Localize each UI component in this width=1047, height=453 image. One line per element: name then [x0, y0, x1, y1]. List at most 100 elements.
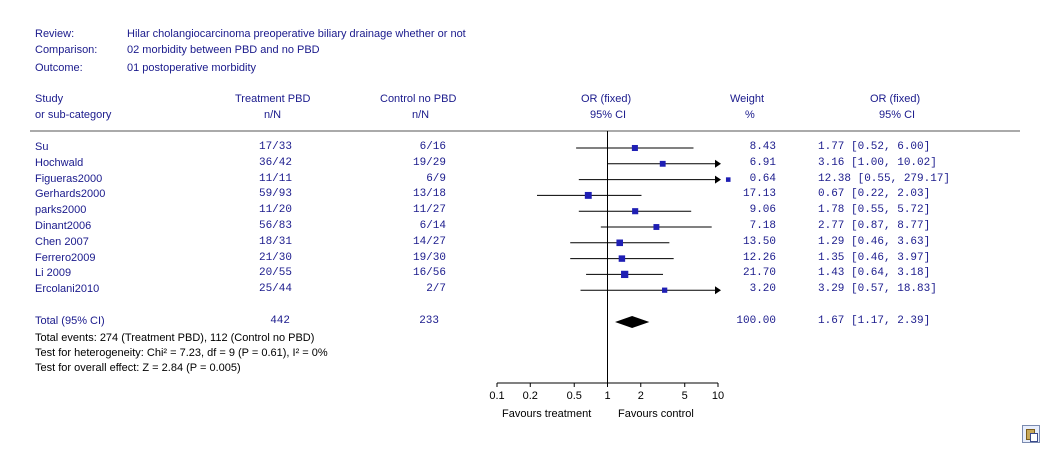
or-ci-value: 3.16 [1.00, 10.02]	[818, 156, 937, 169]
col-control-subheader: n/N	[412, 109, 430, 121]
weight-value: 8.43	[749, 141, 776, 153]
x-tick-label: 1	[604, 390, 611, 402]
total-weight: 100.00	[736, 315, 776, 327]
ci-arrow-right	[715, 175, 721, 184]
weight-value: 3.20	[749, 283, 776, 296]
col-study-subheader: or sub-category	[35, 109, 112, 121]
comparison-label: Comparison:	[35, 44, 98, 56]
paste-sheet-icon	[1030, 433, 1038, 442]
weight-value: 9.06	[749, 204, 776, 217]
total-label: Total (95% CI)	[35, 315, 105, 327]
favours-left-label: Favours treatment	[502, 408, 592, 420]
or-marker	[653, 224, 660, 230]
or-marker	[584, 191, 592, 199]
outcome-label: Outcome:	[35, 62, 83, 74]
treatment-value: 56/83	[258, 220, 292, 232]
total-or-ci: 1.67 [1.17, 2.39]	[818, 315, 931, 327]
control-value: 13/18	[412, 188, 446, 201]
study-name: Li 2009	[35, 267, 72, 280]
control-value: 16/56	[412, 267, 446, 280]
study-name: Dinant2006	[35, 220, 92, 232]
treatment-value: 21/30	[258, 251, 292, 264]
study-name: Gerhards2000	[35, 188, 106, 201]
control-value: 14/27	[412, 235, 446, 248]
study-name: parks2000	[35, 204, 87, 217]
col-weight-subheader: %	[745, 109, 755, 121]
ci-arrow-right	[715, 159, 721, 168]
weight-value: 7.18	[749, 220, 776, 232]
col-control-header: Control no PBD	[380, 93, 457, 105]
study-name: Chen 2007	[35, 235, 89, 248]
col-treatment-subheader: n/N	[264, 109, 282, 121]
total-control: 233	[419, 315, 439, 327]
footnote: Test for heterogeneity: Chi² = 7.23, df …	[35, 347, 328, 359]
comparison-value: 02 morbidity between PBD and no PBD	[127, 44, 320, 56]
col-treatment-header: Treatment PBD	[235, 93, 311, 105]
or-ci-value: 1.29 [0.46, 3.63]	[818, 235, 931, 248]
treatment-value: 25/44	[258, 283, 292, 296]
col-study-header: Study	[35, 93, 64, 105]
favours-right-label: Favours control	[618, 408, 694, 420]
or-marker	[659, 160, 666, 167]
control-value: 19/29	[412, 156, 446, 169]
or-ci-value: 3.29 [0.57, 18.83]	[818, 283, 937, 296]
study-name: Ferrero2009	[35, 251, 96, 264]
outcome-value: 01 postoperative morbidity	[127, 62, 257, 74]
or-marker	[616, 239, 624, 247]
treatment-value: 59/93	[258, 188, 292, 201]
control-value: 19/30	[412, 251, 446, 264]
x-tick-label: 2	[637, 390, 644, 402]
ci-arrow-right	[715, 286, 721, 295]
col-or-subheader: 95% CI	[590, 109, 627, 121]
treatment-value: 17/33	[258, 141, 292, 153]
x-tick-label: 0.1	[489, 390, 505, 402]
treatment-value: 11/20	[258, 204, 292, 217]
col-weight-header: Weight	[730, 93, 765, 105]
weight-value: 12.26	[742, 251, 776, 264]
study-name: Ercolani2010	[35, 283, 100, 296]
summary-diamond	[615, 316, 650, 328]
footnote: Total events: 274 (Treatment PBD), 112 (…	[35, 332, 315, 344]
treatment-value: 11/11	[258, 172, 292, 185]
or-marker	[725, 177, 731, 182]
weight-value: 21.70	[742, 267, 776, 280]
treatment-value: 36/42	[258, 156, 292, 169]
treatment-value: 20/55	[258, 267, 292, 280]
or-marker	[631, 144, 638, 152]
col-or-ci-subheader: 95% CI	[879, 109, 916, 121]
study-name: Su	[35, 141, 49, 153]
col-or-ci-header: OR (fixed)	[870, 93, 921, 105]
or-ci-value: 2.77 [0.87, 8.77]	[818, 220, 931, 232]
study-name: Hochwald	[35, 156, 84, 169]
control-value: 6/16	[419, 141, 446, 153]
or-marker	[662, 287, 668, 293]
control-value: 11/27	[412, 204, 446, 217]
col-or-header: OR (fixed)	[581, 93, 632, 105]
or-marker	[621, 270, 629, 279]
control-value: 6/14	[419, 220, 446, 232]
review-label: Review:	[35, 28, 75, 40]
weight-value: 17.13	[742, 188, 776, 201]
weight-value: 0.64	[749, 172, 776, 185]
or-marker	[632, 208, 639, 215]
x-tick-label: 0.2	[522, 390, 538, 402]
control-value: 2/7	[426, 283, 446, 296]
footnote: Test for overall effect: Z = 2.84 (P = 0…	[35, 362, 241, 374]
paste-icon[interactable]	[1022, 425, 1040, 443]
weight-value: 13.50	[742, 235, 776, 248]
study-name: Figueras2000	[35, 172, 103, 185]
x-tick-label: 0.5	[566, 390, 582, 402]
review-value: Hilar cholangiocarcinoma preoperative bi…	[127, 28, 466, 40]
or-marker	[618, 255, 626, 262]
or-ci-value: 0.67 [0.22, 2.03]	[818, 188, 931, 201]
or-ci-value: 1.77 [0.52, 6.00]	[818, 141, 931, 153]
x-tick-label: 10	[711, 390, 725, 402]
or-ci-value: 1.43 [0.64, 3.18]	[818, 267, 931, 280]
or-ci-value: 1.78 [0.55, 5.72]	[818, 204, 931, 217]
treatment-value: 18/31	[258, 235, 292, 248]
or-ci-value: 1.35 [0.46, 3.97]	[818, 251, 931, 264]
weight-value: 6.91	[749, 156, 776, 169]
total-treatment: 442	[270, 315, 290, 327]
x-tick-label: 5	[681, 390, 688, 402]
